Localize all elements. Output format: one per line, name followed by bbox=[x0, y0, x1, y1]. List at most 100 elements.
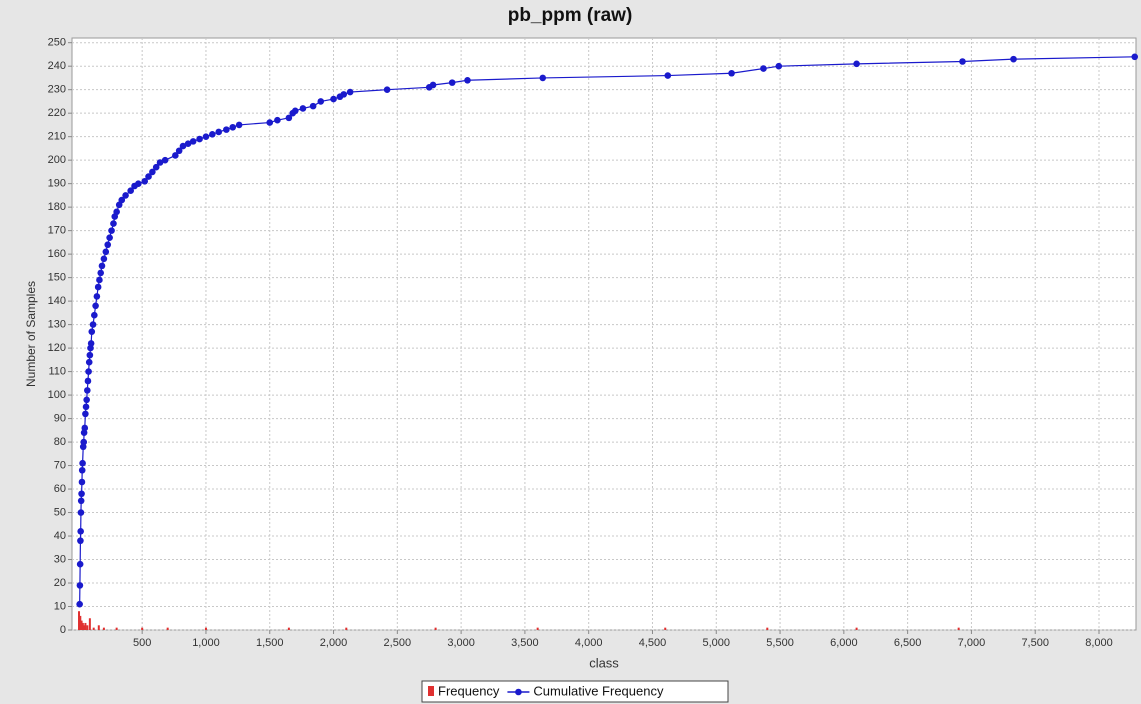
marker bbox=[209, 131, 216, 138]
marker bbox=[96, 276, 103, 284]
marker bbox=[189, 138, 197, 145]
y-tick-label: 150 bbox=[48, 272, 66, 284]
x-tick-label: 5,500 bbox=[766, 637, 794, 649]
marker bbox=[92, 302, 99, 310]
marker bbox=[82, 410, 89, 418]
bar bbox=[88, 618, 91, 630]
marker bbox=[340, 91, 348, 98]
legend-label: Frequency bbox=[438, 683, 500, 698]
marker bbox=[93, 293, 101, 300]
bar bbox=[102, 627, 105, 630]
marker bbox=[223, 126, 230, 133]
marker bbox=[81, 424, 89, 432]
x-tick-label: 5,000 bbox=[703, 637, 731, 649]
marker bbox=[149, 168, 156, 176]
marker bbox=[775, 62, 783, 70]
x-tick-label: 2,000 bbox=[320, 637, 348, 649]
marker bbox=[102, 248, 110, 256]
y-tick-label: 120 bbox=[48, 342, 66, 354]
marker bbox=[145, 173, 152, 180]
marker bbox=[229, 123, 237, 131]
bar bbox=[115, 627, 118, 630]
marker bbox=[196, 135, 203, 143]
marker bbox=[108, 227, 115, 234]
bar bbox=[81, 622, 84, 630]
marker bbox=[664, 72, 672, 79]
marker bbox=[77, 537, 84, 545]
marker bbox=[760, 65, 767, 72]
marker bbox=[172, 152, 179, 159]
x-tick-label: 4,500 bbox=[639, 637, 667, 649]
marker bbox=[127, 187, 134, 194]
y-tick-label: 100 bbox=[48, 389, 66, 401]
bar bbox=[97, 625, 100, 630]
marker bbox=[110, 220, 117, 227]
y-tick-label: 140 bbox=[48, 295, 66, 307]
y-tick-label: 40 bbox=[54, 530, 66, 542]
y-tick-label: 80 bbox=[54, 436, 66, 448]
bar bbox=[204, 627, 207, 630]
marker bbox=[383, 86, 391, 93]
marker bbox=[106, 234, 113, 241]
marker bbox=[161, 156, 169, 164]
y-tick-label: 90 bbox=[54, 412, 66, 424]
marker bbox=[464, 76, 471, 84]
y-tick-label: 200 bbox=[48, 154, 66, 166]
bar bbox=[83, 625, 86, 630]
marker bbox=[309, 102, 317, 110]
x-tick-label: 1,000 bbox=[192, 637, 220, 649]
marker bbox=[77, 509, 85, 516]
marker bbox=[79, 459, 86, 467]
marker bbox=[88, 328, 96, 335]
marker bbox=[104, 241, 112, 249]
marker bbox=[89, 321, 97, 328]
marker bbox=[86, 351, 94, 359]
bar bbox=[855, 627, 858, 630]
bar bbox=[141, 627, 144, 630]
x-tick-label: 500 bbox=[133, 637, 151, 649]
x-tick-label: 6,500 bbox=[894, 637, 922, 649]
marker bbox=[85, 358, 93, 366]
bar bbox=[664, 627, 667, 630]
marker bbox=[97, 269, 105, 277]
marker bbox=[84, 387, 91, 394]
marker bbox=[853, 60, 860, 68]
marker bbox=[215, 128, 223, 136]
y-tick-label: 60 bbox=[54, 483, 66, 495]
marker bbox=[175, 147, 183, 155]
x-tick-label: 3,000 bbox=[447, 637, 475, 649]
x-tick-label: 3,500 bbox=[511, 637, 539, 649]
marker bbox=[152, 163, 160, 171]
marker bbox=[135, 180, 142, 187]
marker bbox=[100, 255, 108, 263]
marker bbox=[539, 74, 547, 82]
marker bbox=[82, 403, 90, 411]
legend-swatch bbox=[428, 686, 434, 696]
marker bbox=[76, 600, 83, 608]
x-axis-label: class bbox=[589, 655, 619, 670]
marker bbox=[141, 178, 149, 185]
marker bbox=[118, 196, 126, 204]
marker bbox=[179, 142, 187, 150]
marker bbox=[448, 79, 456, 86]
bar bbox=[79, 615, 82, 630]
y-tick-label: 0 bbox=[60, 624, 66, 636]
marker bbox=[80, 438, 88, 446]
bar bbox=[287, 627, 290, 630]
marker bbox=[959, 58, 966, 65]
x-tick-label: 4,000 bbox=[575, 637, 603, 649]
bar bbox=[766, 627, 769, 630]
marker bbox=[98, 262, 106, 270]
marker bbox=[330, 95, 337, 103]
y-tick-label: 130 bbox=[48, 319, 66, 331]
y-tick-label: 70 bbox=[54, 459, 66, 471]
marker bbox=[728, 69, 735, 77]
y-tick-label: 250 bbox=[48, 37, 66, 49]
bar bbox=[92, 627, 95, 630]
y-tick-label: 210 bbox=[48, 131, 66, 143]
marker bbox=[299, 105, 307, 112]
marker bbox=[78, 490, 85, 498]
bar bbox=[80, 620, 83, 630]
bar bbox=[536, 627, 539, 630]
bar bbox=[345, 627, 348, 630]
